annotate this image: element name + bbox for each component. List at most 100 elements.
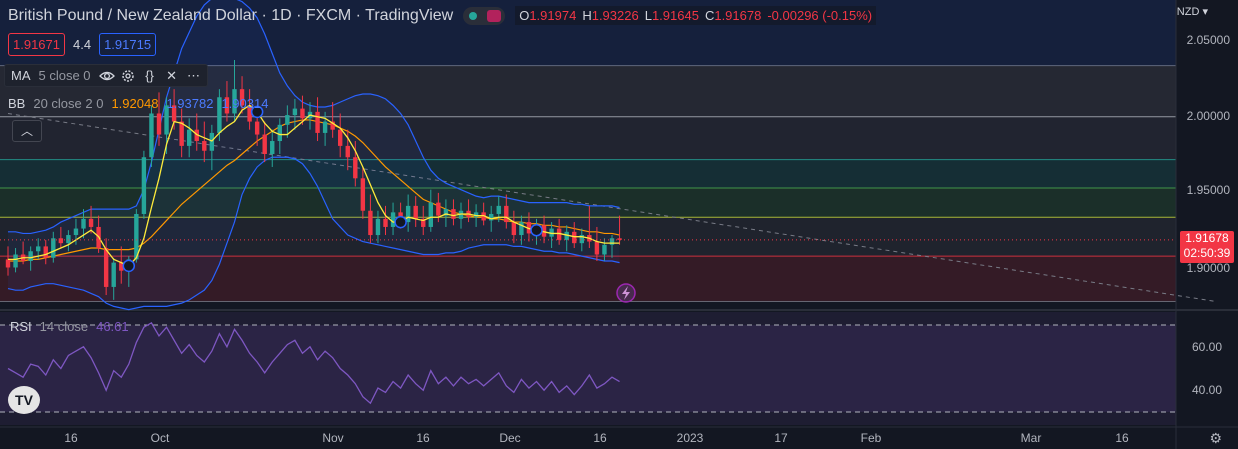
time-tick-label: Feb — [861, 431, 882, 445]
candle-body — [322, 121, 328, 133]
rsi-name: RSI — [10, 319, 32, 334]
time-tick-label: 16 — [593, 431, 607, 445]
candle-body — [73, 228, 79, 236]
candle-body — [428, 202, 433, 227]
bb-fill — [8, 0, 620, 310]
price-zone — [0, 159, 1176, 189]
ohlc-item: C1.91678 — [705, 8, 761, 23]
candle-body — [270, 141, 275, 154]
time-tick-label: Oct — [151, 431, 170, 445]
chart-settings-gear-icon[interactable]: ⚙ — [1209, 430, 1222, 446]
bar-countdown: 02:50:39 — [1183, 246, 1231, 260]
time-tick-label: 17 — [774, 431, 788, 445]
ohlc-value: 1.91645 — [651, 8, 699, 23]
candle-body — [504, 205, 509, 223]
candle-body — [421, 218, 426, 227]
buy-price-button[interactable]: 1.91715 — [99, 33, 157, 56]
time-tick-label: 2023 — [677, 431, 704, 445]
candle-body — [443, 209, 449, 216]
bb-lower-line — [7, 156, 620, 311]
ohlc-item: O1.91974 — [519, 8, 576, 23]
rsi-tick-label: 40.00 — [1192, 383, 1222, 397]
candle-body — [330, 121, 335, 130]
bb-basis-value: 1.92048 — [111, 96, 159, 111]
candle-body — [156, 113, 162, 135]
candle-body — [405, 205, 411, 223]
currency-label: NZD — [1176, 6, 1200, 18]
ohlc-key: L — [644, 8, 652, 23]
more-options-icon[interactable]: ⋯ — [187, 67, 201, 83]
candle-body — [247, 105, 252, 122]
eye-icon[interactable] — [98, 69, 115, 83]
candle-body — [511, 222, 517, 236]
candle-body — [345, 145, 350, 158]
rsi-band — [0, 325, 1176, 412]
candle-body — [224, 97, 230, 114]
candle-body — [292, 108, 298, 116]
candle-body — [239, 89, 245, 106]
time-tick-label: Mar — [1021, 431, 1042, 445]
sell-price-button[interactable]: 1.91671 — [8, 33, 65, 56]
symbol-title[interactable]: British Pound / New Zealand Dollar · 1D … — [8, 6, 454, 24]
ohlc-readout: O1.91974 H1.93226 L1.91645 C1.91678 -0.00296… — [515, 6, 877, 25]
candle-body — [232, 89, 237, 114]
header-bar: British Pound / New Zealand Dollar · 1D … — [8, 6, 877, 25]
candle-body — [5, 259, 11, 268]
candle-body — [375, 218, 381, 236]
candle-body — [436, 202, 441, 216]
currency-selector[interactable]: NZD ▾ — [1177, 5, 1208, 18]
candle-body — [43, 246, 48, 258]
candle-body — [262, 134, 267, 154]
status-dot-icon — [469, 11, 478, 20]
candle-body — [473, 212, 479, 218]
candle-body — [609, 238, 615, 245]
candle-body — [451, 209, 456, 219]
candle-body — [202, 141, 207, 151]
bb-name: BB — [8, 96, 26, 111]
tradingview-logo-icon[interactable]: TV — [8, 386, 40, 414]
candle-body — [390, 212, 396, 227]
chevron-down-icon: ▾ — [1202, 6, 1208, 18]
indicator-legend-rsi[interactable]: RSI 14 close 46.61 — [10, 319, 129, 334]
ma-name: MA — [11, 68, 31, 83]
indicator-legend-ma[interactable]: MA 5 close 0 {} ✕ ⋯ — [4, 64, 208, 87]
rsi-tick-label: 60.00 — [1192, 340, 1222, 354]
last-price-value: 1.91678 — [1185, 231, 1229, 245]
candle-body — [368, 210, 373, 236]
candle-body — [141, 157, 147, 214]
ohlc-key: H — [582, 8, 592, 23]
candle-body — [171, 105, 177, 122]
spread-value: 4.4 — [73, 37, 92, 52]
candle-body — [103, 248, 109, 287]
candle-body — [353, 157, 358, 179]
price-tick-label: 2.05000 — [1187, 33, 1231, 47]
candle-body — [209, 132, 215, 151]
candle-body — [28, 251, 33, 261]
candle-body — [179, 121, 184, 146]
source-code-icon[interactable]: {} — [145, 67, 154, 83]
rsi-value: 46.61 — [96, 319, 129, 334]
candle-body — [338, 129, 343, 146]
candle-body — [277, 124, 282, 142]
settings-gear-icon[interactable] — [121, 69, 135, 83]
candle-body — [285, 115, 290, 125]
market-status-toggle[interactable] — [463, 6, 506, 25]
candle-body — [556, 228, 562, 240]
status-square-icon — [487, 9, 502, 22]
remove-close-icon[interactable]: ✕ — [166, 67, 177, 83]
collapse-legend-button[interactable]: ︿ — [12, 120, 42, 142]
candle-body — [594, 241, 600, 255]
candle-body — [564, 231, 569, 240]
price-tick-label: 2.00000 — [1187, 109, 1231, 123]
candle-body — [496, 205, 501, 214]
candle-body — [458, 210, 464, 219]
event-marker-icon — [530, 223, 543, 237]
candle-body — [360, 178, 366, 211]
indicator-legend-bb[interactable]: BB 20 close 2 0 1.92048 1.93782 1.90314 — [8, 96, 268, 111]
candle-body — [383, 218, 388, 227]
trend-line — [7, 112, 1217, 303]
candle-body — [111, 262, 116, 287]
bb-upper-line — [8, 0, 620, 235]
ohlc-value: 1.91678 — [714, 8, 762, 23]
